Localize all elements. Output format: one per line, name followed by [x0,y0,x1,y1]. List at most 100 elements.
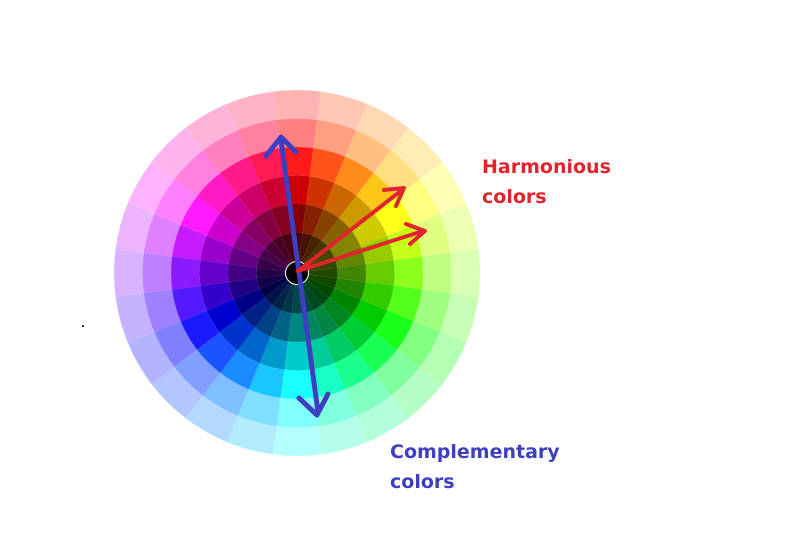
wheel-segment [259,248,288,269]
wheel-segment [421,252,452,294]
wheel-segment [242,218,273,249]
wheel-segment [334,350,374,390]
wheel-segment [391,367,443,419]
wheel-segment [317,415,368,455]
wheel-segment [151,127,203,179]
wheel-segment [391,127,443,179]
wheel-segment [272,235,293,264]
wheel-segment [360,282,394,311]
wheel-segment [248,148,285,183]
wheel-segment [114,249,144,297]
wheel-segment [413,289,451,333]
wheel-segment [200,235,234,264]
wheel-segment [351,213,388,247]
wheel-segment [273,90,321,120]
wheel-segment [197,173,238,214]
wheel-segment [228,278,260,300]
wheel-segment [200,282,234,311]
wheel-segment [321,218,352,249]
wheel-segment [256,274,286,289]
wheel-segment [115,293,155,344]
wheel-segment [226,415,277,455]
wheel-segment [334,278,366,300]
wheel-segment [154,178,198,225]
wheel-segment [202,130,249,174]
wheel-segment [329,230,361,258]
wheel-segment [312,305,340,337]
wheel-segment [309,148,346,183]
wheel-segment [374,196,414,236]
wheel-segment [345,130,392,174]
wheel-segment [321,297,352,328]
wheel-segment [419,332,467,385]
wheel-segment [237,182,271,219]
wheel-segment [220,156,260,196]
wheel-segment [272,282,293,311]
wheel-segment [298,232,313,262]
wheel-segment [228,263,257,283]
wheel-segment [185,103,238,151]
complementary-colors-label: Complementary colors [390,437,560,497]
wheel-segment [312,209,340,241]
wheel-segment [356,395,409,443]
wheel-segment [419,161,467,214]
wheel-segment [280,146,314,177]
wheel-segment [308,274,338,289]
wheel-segment [306,277,335,298]
wheel-segment [233,288,265,316]
wheel-segment [413,213,451,257]
wheel-segment [172,285,207,322]
wheel-segment [228,246,260,268]
wheel-segment [264,240,290,266]
wheel-segment [172,224,207,261]
wheel-segment [259,277,288,298]
wheel-segment [185,395,238,443]
wheel-segment [206,213,243,247]
wheel-segment [143,289,181,333]
wheel-segment [323,327,357,364]
wheel-segment [339,195,375,231]
wheel-segment [248,363,285,398]
wheel-segment [281,284,296,314]
wheel-segment [154,321,198,368]
wheel-segment [273,426,321,457]
wheel-segment [373,349,420,396]
wheel-segment [259,176,288,210]
wheel-segment [339,315,375,351]
wheel-segment [393,256,424,290]
complementary-label-line2: colors [390,471,455,493]
wheel-segment [151,367,203,419]
wheel-segment [220,350,260,390]
wheel-segment [254,209,282,241]
wheel-segment [143,213,181,257]
wheel-segment [396,321,440,368]
stray-dot [82,325,84,327]
wheel-segment [351,299,388,333]
wheel-segment [237,327,271,364]
wheel-segment [304,280,330,306]
wheel-segment [199,260,229,286]
wheel-segment [115,202,155,253]
wheel-segment [171,256,201,290]
harmonious-arrow-upper [296,186,406,273]
wheel-segment [356,103,409,151]
wheel-segment [306,176,335,210]
wheel-segment [356,332,397,373]
wheel-segment [337,263,366,283]
wheel-segment [174,150,221,197]
wheel-segment [219,195,255,231]
wheel-segment [127,161,175,214]
harmonious-colors-label: Harmonious colors [482,152,611,212]
wheel-segment [302,204,324,236]
wheel-segment [323,182,357,219]
wheel-segment [280,369,314,400]
wheel-segment [387,285,422,322]
wheel-segment [291,284,303,314]
harmonious-label-line2: colors [482,186,547,208]
wheel-segment [233,230,265,258]
complementary-label-line1: Complementary [390,441,560,463]
color-wheel [114,90,481,457]
wheel-segment [374,310,414,350]
wheel-segment [242,297,273,328]
wheel-segment [308,267,338,279]
